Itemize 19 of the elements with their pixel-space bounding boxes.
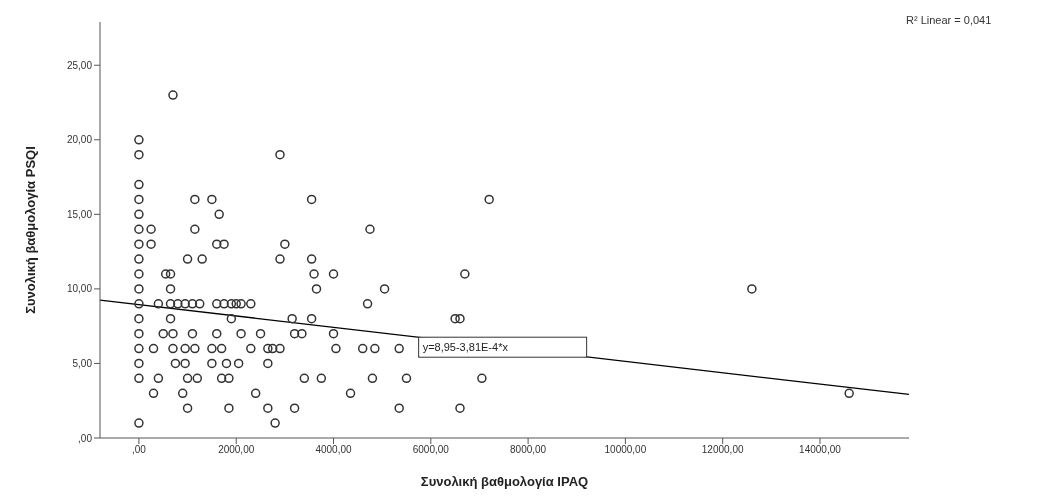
x-axis-title: Συνολική βαθμολογία IPAQ [420,474,589,489]
x-tick-label: ,00 [131,444,147,456]
x-tick-label: 12000,00 [701,444,744,456]
equation-box: y=8,95-3,81E-4*x [418,336,588,358]
x-tick-label: 10000,00 [604,444,647,456]
x-tick-label: 4000,00 [315,444,353,456]
annotation: y=8,95-3,81E-4*x [422,341,509,354]
x-tick-label: 2000,00 [218,444,255,456]
y-tick-label: 15,00 [66,208,93,220]
x-tick-label: 6000,00 [412,444,450,456]
y-tick-label: ,00 [78,432,93,444]
x-tick-label: 14000,00 [799,444,842,456]
y-tick-label: 5,00 [72,358,93,369]
annotation: R² Linear = 0,041 [906,14,992,26]
y-axis-title: Συνολική βαθμολογία PSQI [22,146,38,314]
y-tick-label: 10,00 [66,283,93,295]
x-tick-label: 8000,00 [510,444,547,456]
y-tick-label: 20,00 [66,134,93,146]
y-tick-label: 25,00 [66,59,93,71]
